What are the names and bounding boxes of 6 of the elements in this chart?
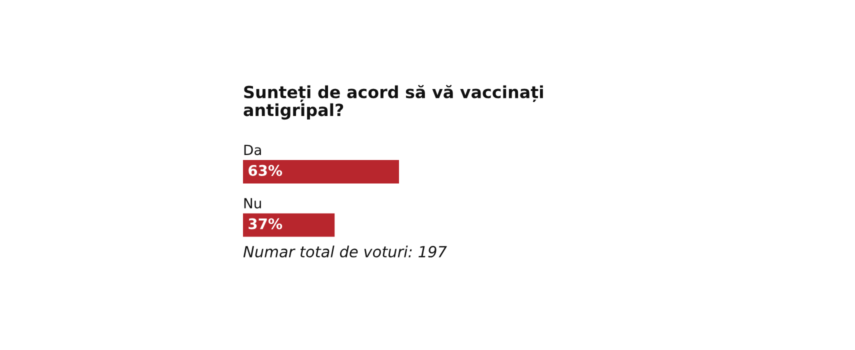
y-tick-label: Nu bbox=[244, 198, 261, 209]
y-tick-label: Da bbox=[244, 144, 261, 156]
data-label: 63% bbox=[248, 164, 282, 176]
text: Numar total de voturi: 197 bbox=[243, 246, 447, 258]
data-label: 37% bbox=[248, 218, 282, 230]
chart-title: Sunteți de acord să vă vaccinați antigripal? bbox=[244, 85, 543, 120]
